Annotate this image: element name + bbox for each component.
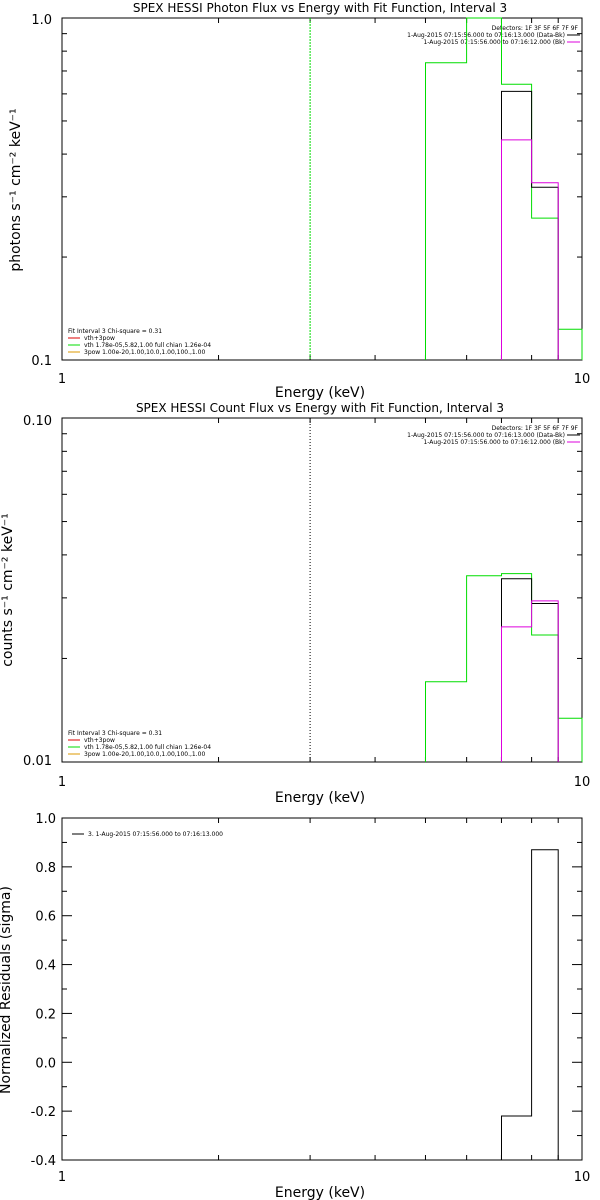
bk-interval-label: 1-Aug-2015 07:15:56.000 to 07:16:12.000 … [423, 439, 565, 446]
y-tick-label: 0.01 [23, 754, 52, 769]
x-tick-label: 1 [58, 1170, 66, 1185]
fit-legend-item: 3pow 1.00e-20,1.00,10.0,1.00,100.,1.00 [84, 751, 205, 758]
x-tick-label: 10 [574, 775, 591, 790]
x-axis-label: Energy (keV) [275, 790, 365, 806]
residuals-panel: Energy (keV) Normalized Residuals (sigma… [0, 812, 590, 1200]
fit-legend-item: vth+3pow [84, 335, 115, 342]
x-tick-label: 1 [58, 775, 66, 790]
data-interval-label: 1-Aug-2015 07:15:56.000 to 07:16:13.000 … [407, 32, 565, 39]
legend-item: 3. 1-Aug-2015 07:15:56.000 to 07:16:13.0… [88, 831, 223, 838]
series-green-line [425, 17, 583, 360]
chart-title: SPEX HESSI Count Flux vs Energy with Fit… [136, 401, 504, 415]
y-axis-label: photons s⁻¹ cm⁻² keV⁻¹ [8, 108, 24, 271]
x-tick-label: 10 [574, 1170, 591, 1185]
plot-frame [61, 417, 583, 763]
series-green-line [425, 573, 583, 762]
fit-legend-item: vth 1.78e-05,5.82,1.00 full chian 1.26e-… [84, 744, 211, 751]
fit-legend-item: vth 1.78e-05,5.82,1.00 full chian 1.26e-… [84, 342, 211, 349]
fit-legend-item: 3pow 1.00e-20,1.00,10.0,1.00,100.,1.00 [84, 349, 205, 356]
series-magenta-line [501, 139, 559, 360]
fit-legend-header: Fit Interval 3 Chi-square = 0.31 [68, 730, 162, 737]
y-axis-label: counts s⁻¹ cm⁻² keV⁻¹ [0, 513, 16, 667]
y-tick-label: 0.8 [35, 861, 56, 876]
x-tick-label: 10 [574, 372, 591, 387]
y-tick-label: 0.0 [35, 1056, 56, 1071]
data-interval-label: 1-Aug-2015 07:15:56.000 to 07:16:13.000 … [407, 432, 565, 439]
plot-frame [61, 17, 583, 361]
bk-interval-label: 1-Aug-2015 07:15:56.000 to 07:16:12.000 … [423, 39, 565, 46]
x-axis-label: Energy (keV) [275, 385, 365, 401]
series-magenta-line [501, 600, 559, 762]
series-black-line [501, 578, 559, 762]
series-black-line [501, 849, 559, 1160]
x-axis-label: Energy (keV) [275, 1185, 365, 1200]
detectors-label: Detectors: 1F 3F 5F 6F 7F 9F [492, 425, 579, 432]
y-tick-label: 0.10 [23, 414, 52, 429]
y-tick-label: -0.2 [31, 1105, 56, 1120]
y-tick-label: 0.1 [31, 354, 52, 369]
y-tick-label: 0.6 [35, 910, 56, 925]
fit-legend-item: vth+3pow [84, 737, 115, 744]
y-tick-label: 1.0 [31, 13, 52, 28]
y-tick-label: 0.4 [35, 959, 56, 974]
y-tick-label: -0.4 [31, 1154, 56, 1169]
fit-legend-header: Fit Interval 3 Chi-square = 0.31 [68, 328, 162, 335]
series-black-line [501, 90, 559, 360]
count-flux-panel: SPEX HESSI Count Flux vs Energy with Fit… [0, 401, 590, 806]
plot-frame [61, 817, 583, 1161]
chart-title: SPEX HESSI Photon Flux vs Energy with Fi… [133, 1, 507, 15]
y-tick-label: 1.0 [35, 812, 56, 827]
photon-flux-panel: SPEX HESSI Photon Flux vs Energy with Fi… [8, 1, 590, 401]
x-tick-label: 1 [58, 372, 66, 387]
detectors-label: Detectors: 1F 3F 5F 6F 7F 9F [492, 25, 579, 32]
y-tick-label: 0.2 [35, 1007, 56, 1022]
y-axis-label: Normalized Residuals (sigma) [0, 886, 14, 1094]
